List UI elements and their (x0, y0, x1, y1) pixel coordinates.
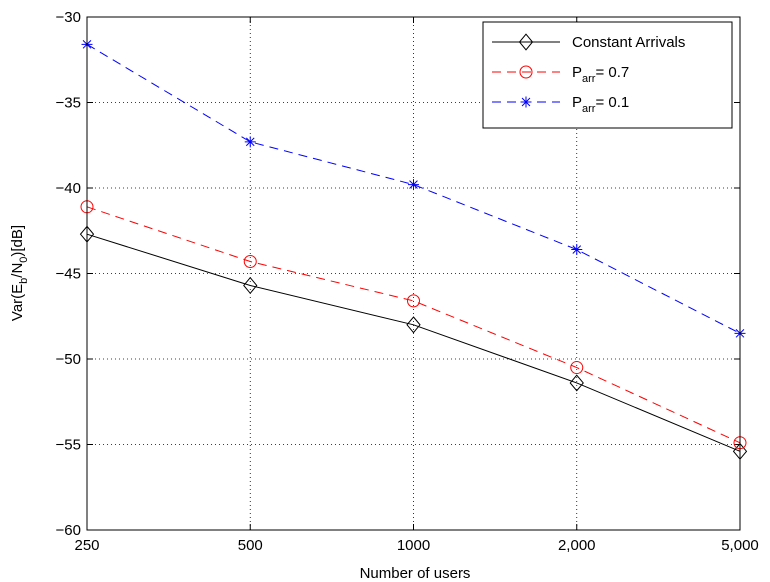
legend-marker (520, 96, 532, 108)
legend-box (482, 21, 733, 129)
y-tick-label: −30 (56, 9, 81, 26)
x-tick-label: 5,000 (721, 537, 759, 554)
x-tick-label: 250 (74, 537, 99, 554)
data-point (243, 255, 257, 269)
grid (87, 17, 740, 530)
legend-label: Constant Arrivals (572, 34, 685, 51)
legend-entry: Parr= 0.7 (492, 64, 629, 85)
data-point (244, 136, 256, 148)
y-tick-label: −35 (56, 95, 81, 112)
y-axis-label: Var(Eb/N0)[dB] (9, 225, 30, 321)
y-tick-label: −60 (56, 522, 81, 539)
y-tick-label: −40 (56, 180, 81, 197)
plot-frame (86, 16, 741, 531)
series-line (86, 233, 741, 452)
data-point (571, 244, 583, 256)
legend-marker (519, 65, 533, 79)
x-tick-label: 500 (238, 537, 263, 554)
legend-entry: Parr= 0.1 (492, 94, 629, 115)
legend-marker (518, 33, 534, 51)
legend: Constant Arrivals Parr= 0.7 Parr= 0.1 (482, 21, 733, 129)
data-point (407, 294, 420, 308)
data-point (408, 179, 419, 191)
y-tick-label: −55 (56, 437, 81, 454)
data-point (406, 316, 421, 334)
data-point (570, 361, 584, 375)
legend-label: Parr= 0.7 (572, 64, 629, 85)
x-tick-label: 2,000 (558, 537, 596, 554)
legend-label: Parr= 0.1 (572, 94, 629, 115)
y-tick-label: −45 (56, 266, 81, 283)
legend-entry: Constant Arrivals (492, 33, 685, 51)
x-axis-label: Number of users (360, 565, 471, 582)
x-tick-label: 1000 (397, 537, 430, 554)
y-tick-label: −50 (56, 351, 81, 368)
data-point (243, 276, 258, 295)
series-line (86, 43, 741, 334)
data-point (569, 374, 584, 392)
series-line (86, 206, 741, 444)
